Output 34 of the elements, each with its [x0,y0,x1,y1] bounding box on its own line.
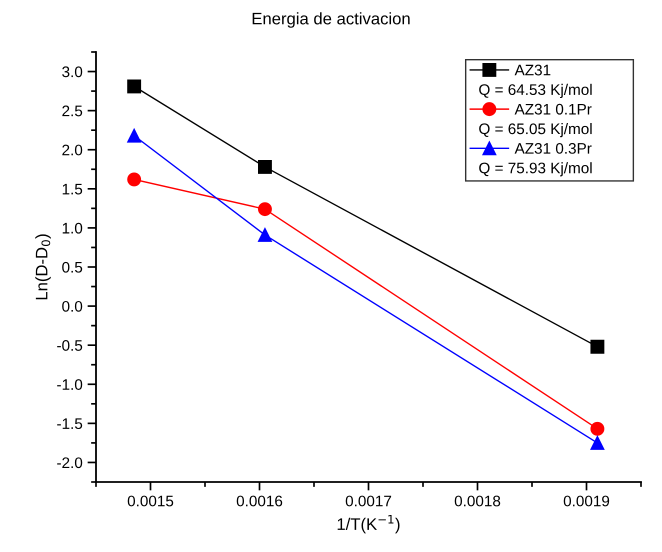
point [127,128,142,143]
y-tick-label: 1.5 [62,184,82,195]
y-tick-label: 3.0 [62,66,82,78]
annotation: Q = 64.53 Kj/mol [479,84,592,98]
legend-label: AZ31 0.3Pr [514,142,592,154]
x-tick-label: 0.0019 [564,496,610,506]
y-tick-label: 0.5 [62,262,82,273]
point [127,79,142,94]
annotation: Q = 65.05 Kj/mol [479,122,592,138]
legend-label: AZ31 [514,64,550,76]
y-tick-label: 1.0 [62,222,82,234]
point [258,228,272,242]
x-tick-label: 0.0015 [128,496,174,506]
x-tick-label: 0.0016 [236,496,282,506]
y-tick-label: -1.0 [57,379,82,390]
point [590,340,604,354]
y-tick-label: -0.5 [57,340,82,351]
x-tick-label: 0.0017 [346,496,392,506]
annotation: Q = 75.93 Kj/mol [479,162,592,176]
x-tick-label: 0.0018 [454,496,500,506]
x-axis-title: 1/T(K$^{−1}$) [338,514,400,534]
point [127,172,142,186]
y-tick-label: -2.0 [57,457,82,468]
y-tick-label: 0.0 [62,300,82,312]
y-tick-label: 2.0 [62,144,82,156]
y-tick-label: -1.5 [57,418,82,430]
point [590,422,604,436]
point [590,436,604,450]
point [258,160,272,174]
y-axis-title: Ln(D-D$_{0}$) [35,234,51,300]
point [258,202,272,216]
chart-title: Energia de activacion [252,12,410,28]
legend-label: AZ31 0.1Pr [514,104,592,115]
y-tick-label: 2.5 [62,106,82,116]
